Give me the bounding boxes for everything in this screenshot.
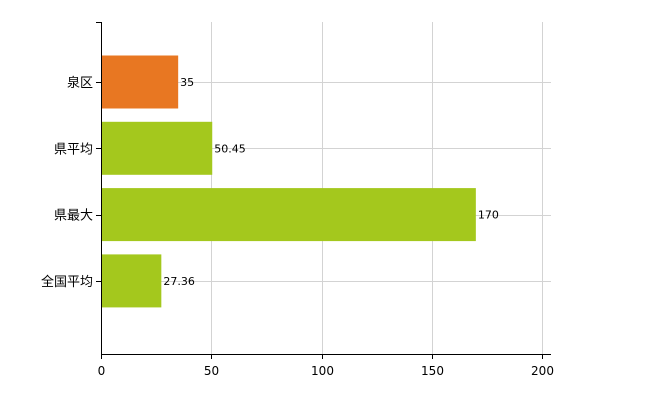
bar-0 [101, 55, 179, 109]
x-tick-label-4: 200 [531, 364, 554, 378]
category-label-3: 全国平均 [41, 274, 93, 290]
data-label-3: 27.36 [163, 275, 195, 288]
bars [101, 55, 476, 308]
data-label-2: 170 [478, 209, 499, 222]
bar-2 [101, 188, 476, 242]
data-label-0: 35 [180, 76, 194, 89]
x-tick-label-3: 150 [421, 364, 444, 378]
x-tick-label-2: 100 [311, 364, 334, 378]
data-label-1: 50.45 [214, 142, 246, 155]
category-label-0: 泉区 [67, 75, 93, 91]
category-label-2: 県最大 [54, 209, 93, 224]
category-label-1: 県平均 [54, 142, 93, 157]
x-tick-label-1: 50 [204, 364, 219, 378]
bar-3 [101, 254, 162, 308]
bar-1 [101, 121, 213, 175]
x-tick-label-0: 0 [98, 364, 106, 378]
axes [96, 22, 551, 359]
